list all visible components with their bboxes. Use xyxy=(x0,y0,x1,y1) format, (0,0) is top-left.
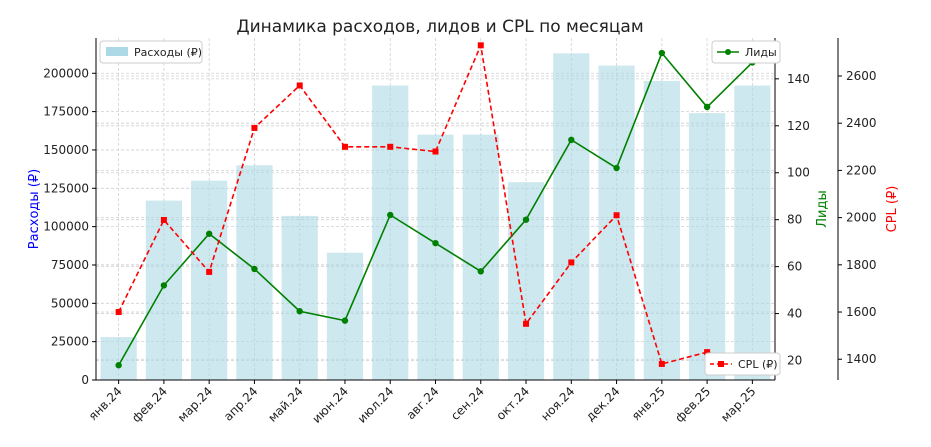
bar-4 xyxy=(281,215,318,380)
cpl-point-1 xyxy=(160,216,167,223)
cpl-point-11 xyxy=(613,212,620,219)
legend-expenses-swatch xyxy=(106,47,128,56)
leads-point-2 xyxy=(205,230,213,237)
right2-tick-label-6: 2600 xyxy=(846,69,877,83)
cpl-point-3 xyxy=(251,124,258,131)
right1-tick-label-3: 80 xyxy=(787,213,802,227)
x-tick-label-0: янв.24 xyxy=(86,384,125,423)
cpl-point-6 xyxy=(387,143,394,150)
cpl-point-9 xyxy=(523,320,530,327)
x-tick-label-10: ноя.24 xyxy=(538,384,577,423)
left-tick-label-1: 25000 xyxy=(51,335,89,349)
y-axis-right2-label: CPL (₽) xyxy=(885,186,900,233)
right2-tick-label-4: 2200 xyxy=(846,163,877,177)
bar-series-expenses xyxy=(100,53,771,381)
legend-cpl: CPL (₽) xyxy=(704,352,781,376)
bar-2 xyxy=(191,180,228,380)
cpl-point-7 xyxy=(432,148,439,155)
cpl-point-8 xyxy=(477,42,484,49)
x-tick-label-4: май.24 xyxy=(265,384,306,425)
legend-leads-marker xyxy=(725,49,731,55)
right1-tick-label-2: 60 xyxy=(787,260,802,274)
right2-tick-label-2: 1800 xyxy=(846,258,877,272)
x-tick-label-9: окт.24 xyxy=(493,384,532,423)
x-tick-label-14: мар.25 xyxy=(718,384,758,424)
left-tick-label-2: 50000 xyxy=(51,296,89,310)
bar-13 xyxy=(688,113,726,380)
cpl-point-2 xyxy=(206,268,213,275)
bar-7 xyxy=(417,134,454,380)
bar-1 xyxy=(145,200,183,380)
left-tick-label-0: 0 xyxy=(81,373,89,387)
bar-12 xyxy=(643,80,680,380)
x-tick-label-6: июл.24 xyxy=(355,384,396,425)
y-axis-right1-label: Лиды xyxy=(815,190,830,227)
leads-point-5 xyxy=(341,317,349,324)
x-tick-label-3: апр.24 xyxy=(221,384,261,424)
x-tick-label-7: авг.24 xyxy=(404,384,442,422)
chart-title: Динамика расходов, лидов и CPL по месяца… xyxy=(236,17,643,37)
bar-9 xyxy=(507,182,545,380)
left-tick-label-7: 175000 xyxy=(43,105,89,119)
line-series xyxy=(115,42,756,370)
leads-point-0 xyxy=(115,362,122,369)
leads-point-3 xyxy=(251,265,258,273)
bar-5 xyxy=(326,252,364,380)
y-axis-left-label: Расходы (₽) xyxy=(27,169,42,249)
leads-point-1 xyxy=(160,282,168,289)
right1-tick-label-4: 100 xyxy=(787,166,810,180)
right2-tick-label-0: 1400 xyxy=(846,352,877,366)
bar-10 xyxy=(553,53,590,380)
x-tick-label-1: фев.24 xyxy=(129,384,170,425)
x-tick-label-12: янв.25 xyxy=(629,384,668,423)
x-tick-label-8: сен.24 xyxy=(448,384,487,423)
leads-point-7 xyxy=(432,239,439,247)
right2-tick-label-3: 2000 xyxy=(846,211,877,225)
left-tick-label-8: 200000 xyxy=(43,66,89,80)
cpl-point-10 xyxy=(568,259,575,266)
legend-leads: Лиды xyxy=(711,40,781,64)
leads-point-13 xyxy=(703,103,711,111)
x-tick-label-2: мар.24 xyxy=(175,384,215,424)
left-tick-label-6: 150000 xyxy=(43,143,89,157)
left-tick-label-3: 75000 xyxy=(51,258,89,272)
x-tick-label-13: фев.25 xyxy=(672,384,713,425)
legend-expenses: Расходы (₽) xyxy=(99,40,203,64)
cpl-point-12 xyxy=(658,360,665,367)
cpl-point-0 xyxy=(115,309,122,316)
cpl-point-13 xyxy=(704,349,711,356)
cpl-line xyxy=(117,42,753,368)
legend-cpl-marker xyxy=(718,361,724,367)
leads-point-9 xyxy=(522,216,530,223)
leads-point-8 xyxy=(477,268,484,275)
cpl-point-5 xyxy=(341,143,348,150)
right1-tick-label-5: 120 xyxy=(787,119,810,133)
leads-point-11 xyxy=(613,164,620,172)
legend-cpl-label: CPL (₽) xyxy=(738,358,778,371)
leads-point-10 xyxy=(568,136,575,144)
cpl-point-4 xyxy=(296,82,303,89)
leads-point-12 xyxy=(658,49,666,57)
right2-tick-label-5: 2400 xyxy=(846,116,877,130)
right1-tick-label-1: 40 xyxy=(787,307,802,321)
bar-6 xyxy=(372,85,409,380)
bar-11 xyxy=(598,65,635,381)
left-tick-label-4: 100000 xyxy=(43,220,89,234)
bar-3 xyxy=(236,165,273,380)
legend-expenses-label: Расходы (₽) xyxy=(134,46,202,59)
right2-tick-label-1: 1600 xyxy=(846,305,877,319)
leads-point-4 xyxy=(296,308,303,315)
right1-tick-label-0: 20 xyxy=(787,354,802,368)
x-tick-label-11: дек.24 xyxy=(583,384,623,424)
left-tick-label-5: 125000 xyxy=(43,181,89,195)
bar-14 xyxy=(734,85,771,380)
leads-point-6 xyxy=(387,211,394,219)
x-tick-label-5: июн.24 xyxy=(309,384,351,426)
legend-leads-label: Лиды xyxy=(745,46,777,59)
right1-tick-label-6: 140 xyxy=(787,72,810,86)
